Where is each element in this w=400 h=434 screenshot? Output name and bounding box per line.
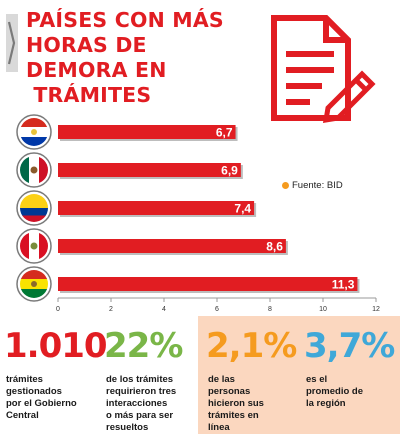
stat-desc-line: interacciones bbox=[106, 398, 168, 409]
source-dot-icon bbox=[282, 182, 289, 189]
title-line-1: PAÍSES CON MÁS bbox=[26, 8, 224, 32]
source-note: Fuente: BID bbox=[282, 180, 343, 191]
x-tick-label: 6 bbox=[215, 306, 219, 313]
stat-value: 3,7% bbox=[304, 326, 395, 366]
paraguay-flag-icon bbox=[20, 118, 48, 146]
page-title: PAÍSES CON MÁS HORAS DE DEMORA EN TRÁMIT… bbox=[26, 8, 224, 108]
stat-desc-line: gestionados bbox=[6, 386, 62, 397]
stat-desc-line: por el Gobierno bbox=[6, 398, 77, 409]
bar-peru bbox=[58, 239, 286, 253]
title-accent-bar bbox=[6, 14, 18, 72]
stat-tramites-en-linea: 2,1% de las personas hicieron sus trámit… bbox=[202, 318, 298, 434]
stat-tramites-gestionados: 1.010 trámites gestionados por el Gobier… bbox=[0, 318, 108, 434]
stat-desc-line: hicieron sus bbox=[208, 398, 264, 409]
peru-flag-icon bbox=[20, 232, 48, 260]
stat-desc-line: Central bbox=[6, 410, 39, 421]
stat-desc-line: o más para ser bbox=[106, 410, 174, 421]
stat-promedio-region: 3,7% es el promedio de la región bbox=[300, 318, 400, 434]
x-tick-label: 8 bbox=[268, 306, 272, 313]
stat-description: trámites gestionados por el Gobierno Cen… bbox=[6, 374, 77, 422]
document-pen-icon bbox=[271, 15, 376, 124]
stat-tres-interacciones: 22% de los trámites requirieron tres int… bbox=[100, 318, 200, 434]
stat-desc-line: línea bbox=[208, 422, 230, 433]
x-tick-label: 0 bbox=[56, 306, 60, 313]
bar-value-label: 8,6 bbox=[266, 240, 283, 254]
mexico-flag-icon bbox=[20, 156, 48, 184]
x-tick-label: 12 bbox=[372, 306, 380, 313]
bar-value-label: 11,3 bbox=[332, 278, 355, 292]
bar-value-label: 7,4 bbox=[234, 202, 251, 216]
stat-description: de los trámites requirieron tres interac… bbox=[106, 374, 176, 434]
x-tick-label: 2 bbox=[109, 306, 113, 313]
bar-paraguay bbox=[58, 125, 236, 139]
stat-description: de las personas hicieron sus trámites en… bbox=[208, 374, 264, 434]
colombia-flag-icon bbox=[20, 194, 48, 222]
stat-desc-line: requirieron tres bbox=[106, 386, 177, 397]
bolivia-flag-icon bbox=[20, 270, 48, 298]
x-tick-label: 10 bbox=[319, 306, 327, 313]
title-line-4: TRÁMITES bbox=[26, 83, 152, 107]
stat-value: 2,1% bbox=[206, 326, 297, 366]
highlight-panel bbox=[198, 316, 400, 434]
stat-desc-line: resueltos bbox=[106, 422, 149, 433]
bar-value-label: 6,9 bbox=[221, 164, 238, 178]
stat-description: es el promedio de la región bbox=[306, 374, 363, 410]
title-line-2: HORAS DE bbox=[26, 33, 147, 57]
stat-desc-line: promedio de bbox=[306, 386, 364, 397]
stat-desc-line: de los trámites bbox=[106, 374, 174, 385]
stat-desc-line: personas bbox=[208, 386, 251, 397]
stat-value: 1.010 bbox=[4, 326, 108, 366]
stat-desc-line: la región bbox=[306, 398, 346, 409]
bar-chart: 0 2 4 6 8 10 12 6,7 6,9 7,4 8,6 11,3 bbox=[16, 114, 380, 313]
bar-colombia bbox=[58, 201, 255, 215]
stat-desc-line: trámites en bbox=[208, 410, 259, 421]
stat-value: 22% bbox=[104, 326, 183, 366]
stat-desc-line: es el bbox=[306, 374, 328, 385]
bar-bolivia bbox=[58, 277, 358, 291]
stat-desc-line: trámites bbox=[6, 374, 43, 385]
title-line-3: DEMORA EN bbox=[26, 58, 167, 82]
stat-desc-line: de las bbox=[208, 374, 235, 385]
source-label: Fuente: BID bbox=[292, 180, 343, 191]
bar-value-label: 6,7 bbox=[216, 126, 233, 140]
bar-mexico bbox=[58, 163, 241, 177]
x-tick-label: 4 bbox=[162, 306, 166, 313]
